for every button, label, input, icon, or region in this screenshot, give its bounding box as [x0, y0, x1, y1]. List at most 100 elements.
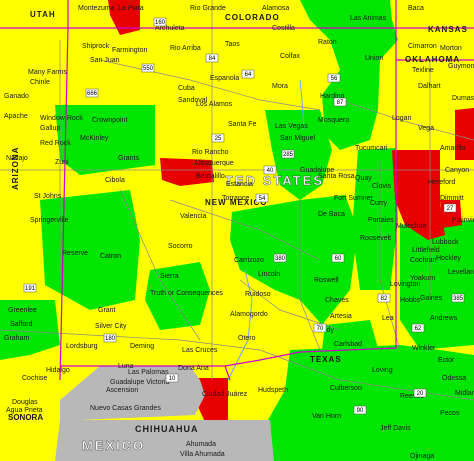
svg-text:25: 25 — [215, 136, 222, 142]
place-label-shiprock: Shiprock — [82, 43, 110, 50]
place-label-safford: Safford — [10, 321, 33, 328]
svg-text:160: 160 — [155, 20, 166, 26]
place-label-cochise: Cochise — [22, 375, 47, 382]
road-shield-i10: 10 — [165, 373, 179, 383]
place-label-hockley: Hockley — [436, 255, 461, 262]
mckinley-green — [55, 105, 155, 175]
place-label-san-miguel: San Miguel — [280, 135, 315, 142]
place-label-fort-sumner: Fort Sumner — [334, 195, 374, 202]
place-label-catron: Catron — [100, 253, 121, 260]
road-shield-r191: 191 — [23, 283, 37, 293]
place-label-roosevelt: Roosevelt — [360, 235, 391, 242]
place-label-ahumada: Ahumada — [186, 441, 216, 448]
road-shield-r666: 666 — [85, 88, 99, 98]
svg-text:87: 87 — [337, 100, 344, 106]
place-label-hidalgo: Hidalgo — [46, 367, 70, 374]
place-label-el-paso: Ciudad Juárez — [202, 391, 248, 398]
place-label-hudspeth: Hudspeth — [258, 387, 288, 394]
place-label-rio-grande: Rio Grande — [190, 5, 226, 12]
catron-green — [40, 190, 140, 310]
place-label-lubbock: Lubbock — [432, 239, 459, 246]
svg-text:191: 191 — [25, 286, 36, 292]
place-label-reeves: Reeves — [400, 393, 424, 400]
place-label-levelland: Levelland — [448, 269, 474, 276]
place-label-cimarron: Cimarron — [408, 43, 437, 50]
place-label-torrance: Torrance — [222, 195, 249, 202]
svg-text:84: 84 — [209, 56, 216, 62]
place-label-raton: Raton — [318, 39, 337, 46]
place-label-canyon: Canyon — [445, 167, 469, 174]
place-label-harding: Harding — [320, 93, 345, 100]
place-label-ruidoso: Ruidoso — [245, 291, 271, 298]
state-label-utah: UTAH — [30, 10, 56, 19]
road-shield-i20: 20 — [413, 388, 427, 398]
place-label-truth-or-consequences: Truth or Consequences — [150, 290, 223, 297]
svg-text:27: 27 — [447, 206, 454, 212]
place-label-zuni: Zuni — [55, 159, 69, 166]
place-label-muleshoe: Muleshoe — [396, 223, 426, 230]
place-label-springerville: Springerville — [30, 217, 69, 224]
state-label-sonora: SONORA — [8, 413, 43, 422]
place-label-nuevo-casas-grandes: Nuevo Casas Grandes — [90, 405, 161, 412]
place-label-silver-city: Silver City — [95, 323, 127, 330]
place-label-navajo: Navajo — [6, 155, 28, 162]
place-label-albuquerque: Albuquerque — [194, 160, 234, 167]
state-label-chihuahua: CHIHUAHUA — [135, 424, 199, 434]
state-label-arizona: ARIZONA — [11, 147, 20, 190]
amarillo-red — [455, 108, 474, 160]
place-label-las-animas: Las Animas — [350, 15, 387, 22]
svg-text:90: 90 — [357, 408, 364, 414]
svg-text:64: 64 — [245, 72, 252, 78]
place-label-cibola: Cibola — [105, 177, 125, 184]
svg-text:70: 70 — [317, 326, 324, 332]
road-shield-r56: 56 — [327, 73, 341, 83]
place-label-ojinaga: Ojinaga — [410, 453, 434, 460]
place-label-winkler: Winkler — [412, 345, 436, 352]
place-label-bernalillo: Bernalillo — [196, 173, 225, 180]
road-shield-r180: 180 — [103, 333, 117, 343]
place-label-plainview: Plainview — [452, 217, 474, 224]
country-label-mexico: MEXICO — [82, 438, 145, 453]
place-label-sierra: Sierra — [160, 273, 179, 280]
place-label-odessa: Odessa — [442, 375, 466, 382]
hidalgo-green — [0, 300, 60, 360]
place-label-cuba: Cuba — [178, 85, 195, 92]
place-label-agua-prieta: Agua Prieta — [6, 407, 43, 414]
roosevelt-green — [352, 148, 398, 290]
place-label-crownpoint: Crownpoint — [92, 117, 127, 124]
place-label-deming: Deming — [130, 343, 154, 350]
svg-text:62: 62 — [415, 326, 422, 332]
place-label-otero: Otero — [238, 335, 256, 342]
place-label-mora: Mora — [272, 83, 288, 90]
place-label-santa-rosa: Santa Rosa — [318, 173, 355, 180]
road-shield-r87: 87 — [333, 97, 347, 107]
place-label-hobbs: Hobbs — [400, 297, 421, 304]
place-label-guadalupe-victoria: Guadalupe Victoria — [110, 379, 170, 386]
place-label-logan: Logan — [392, 115, 412, 122]
road-shield-r82: 82 — [377, 293, 391, 303]
place-label-rio-rancho: Rio Rancho — [192, 149, 229, 156]
place-label-douglas: Douglas — [12, 399, 38, 406]
place-label-espanola: Espanola — [210, 75, 239, 82]
place-label-vega: Vega — [418, 125, 434, 132]
place-label-ector: Ector — [438, 357, 455, 364]
place-label-mosquero: Mosquero — [318, 117, 349, 124]
road-network — [0, 0, 474, 401]
place-label-gaines: Gaines — [420, 295, 443, 302]
albuquerque-red — [160, 158, 214, 186]
place-label-portales: Portales — [368, 217, 394, 224]
state-label-colorado: COLORADO — [225, 13, 280, 22]
state-label-texas: TEXAS — [310, 355, 342, 364]
place-label-lea: Lea — [382, 315, 394, 322]
place-label-hereford: Hereford — [428, 179, 455, 186]
place-label-littlefield: Littlefield — [412, 247, 440, 254]
road-shield-r385: 385 — [451, 293, 465, 303]
svg-text:56: 56 — [331, 76, 338, 82]
place-label-pecos: Pecos — [440, 410, 460, 417]
place-label-san-juan: San Juan — [90, 57, 120, 64]
road-shield-r550: 550 — [141, 63, 155, 73]
lea-green — [400, 220, 474, 350]
mexico-region — [55, 366, 274, 461]
water-lines — [227, 79, 305, 381]
